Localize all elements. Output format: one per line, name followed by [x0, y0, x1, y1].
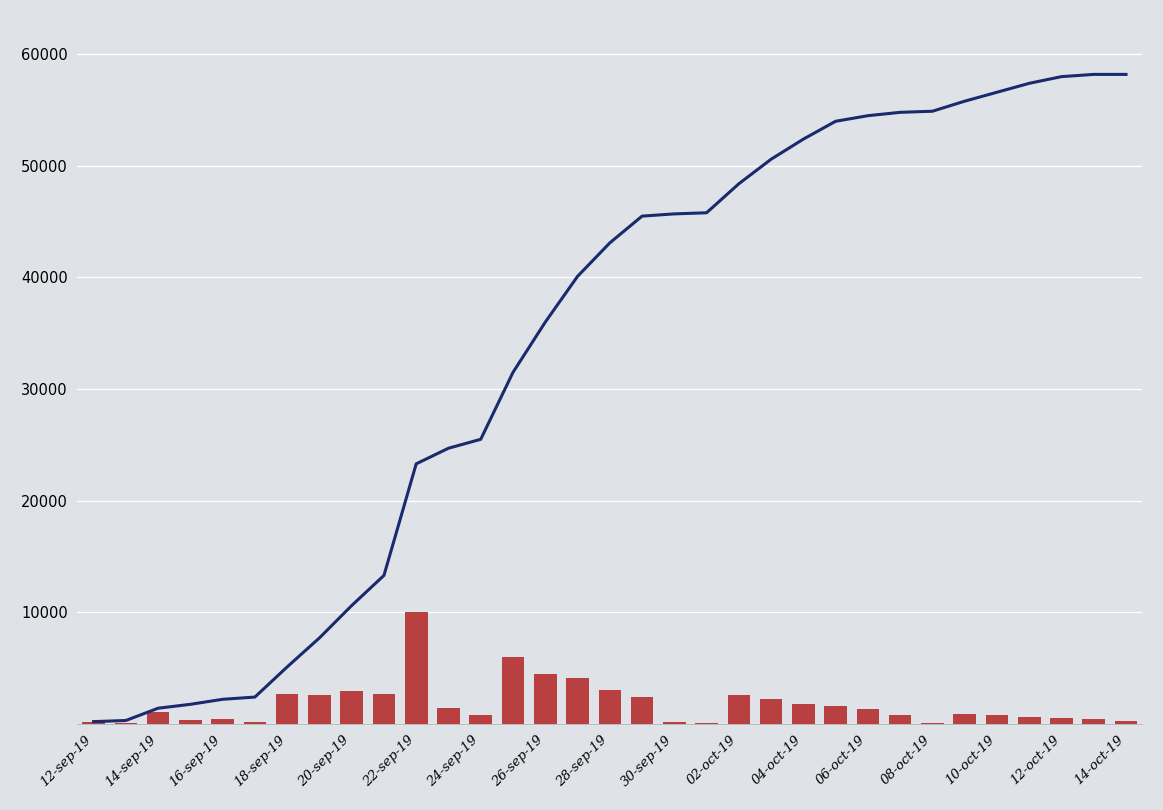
Bar: [147, 711, 170, 724]
Bar: [308, 695, 330, 724]
Bar: [470, 715, 492, 724]
Bar: [1050, 718, 1072, 724]
Bar: [825, 706, 847, 724]
Bar: [1018, 717, 1041, 724]
Bar: [728, 695, 750, 724]
Bar: [663, 722, 686, 724]
Bar: [921, 723, 943, 724]
Bar: [695, 723, 718, 724]
Bar: [501, 657, 525, 724]
Bar: [114, 723, 137, 724]
Bar: [83, 722, 105, 724]
Bar: [372, 693, 395, 724]
Bar: [599, 690, 621, 724]
Bar: [437, 708, 459, 724]
Bar: [341, 692, 363, 724]
Bar: [792, 704, 814, 724]
Bar: [212, 718, 234, 724]
Bar: [534, 674, 557, 724]
Bar: [1083, 719, 1105, 724]
Bar: [889, 715, 912, 724]
Bar: [179, 720, 201, 724]
Bar: [986, 715, 1008, 724]
Bar: [759, 699, 783, 724]
Bar: [630, 697, 654, 724]
Bar: [1115, 721, 1137, 724]
Bar: [954, 714, 976, 724]
Bar: [857, 710, 879, 724]
Bar: [276, 693, 299, 724]
Bar: [405, 612, 428, 724]
Bar: [243, 722, 266, 724]
Bar: [566, 678, 588, 724]
